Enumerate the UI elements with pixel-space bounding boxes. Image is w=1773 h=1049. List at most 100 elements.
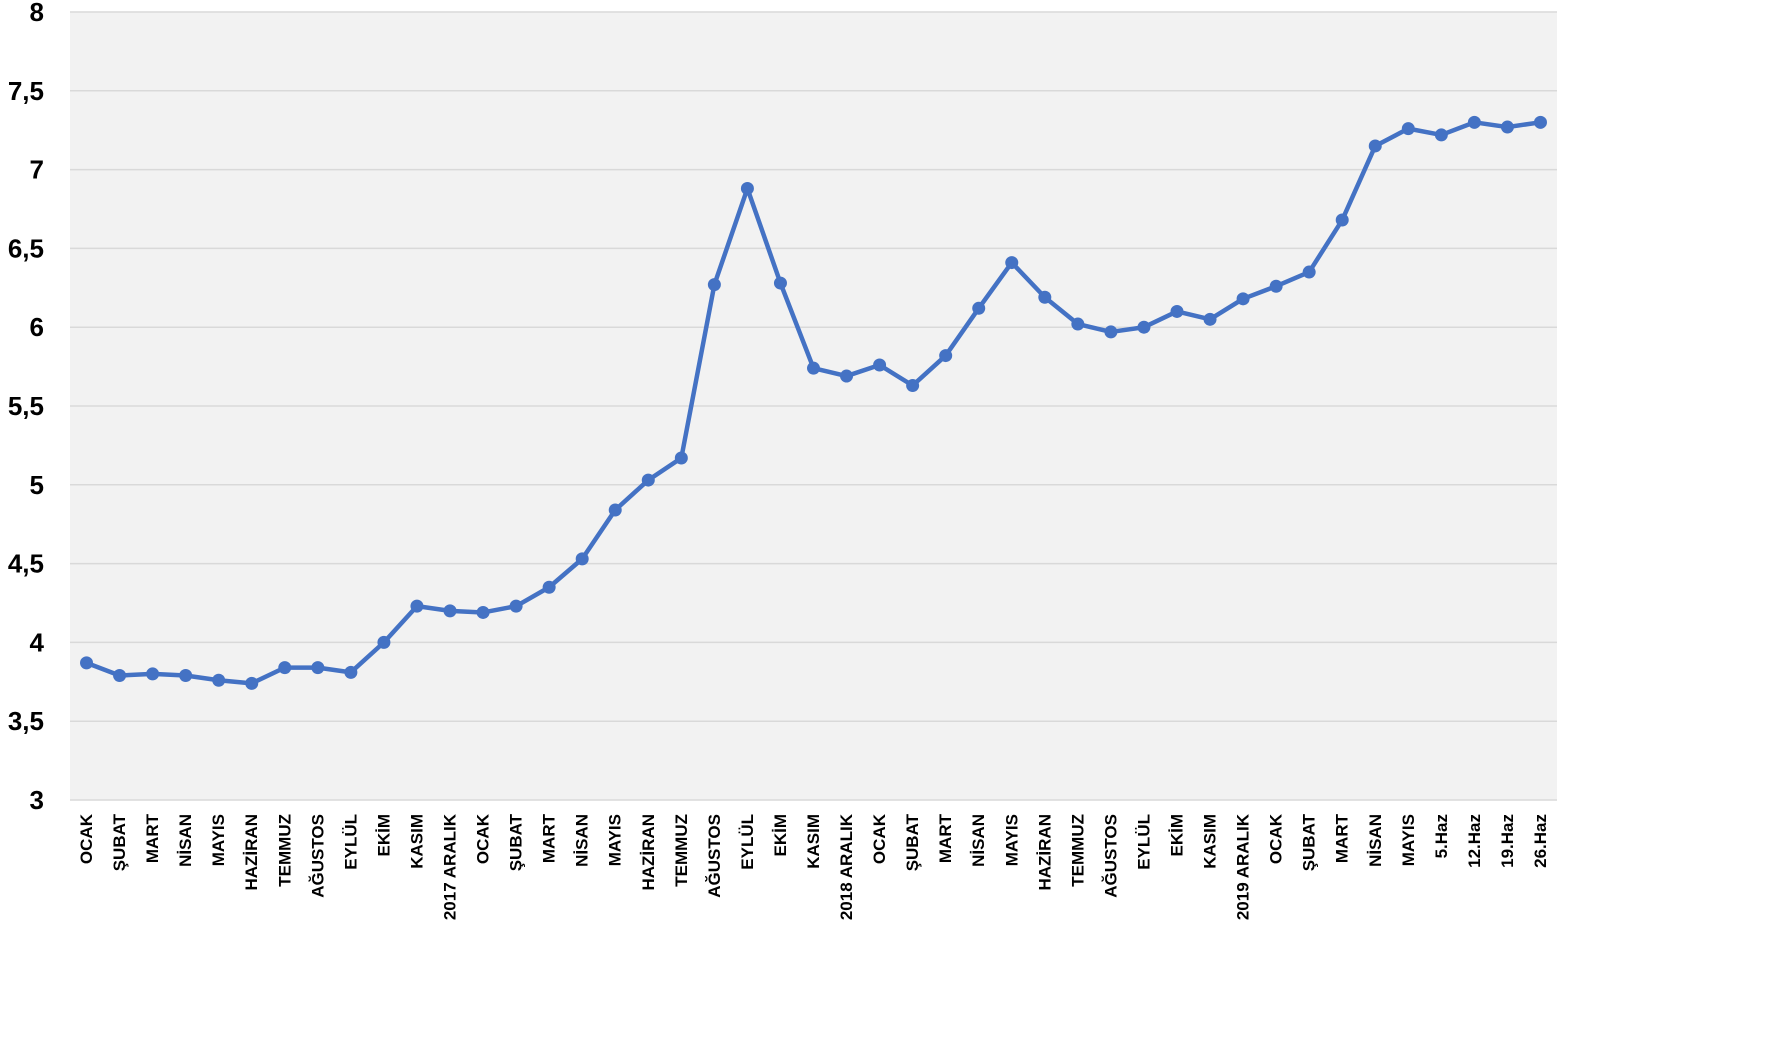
data-point bbox=[476, 605, 490, 619]
data-point bbox=[1236, 292, 1250, 306]
x-tick-label: OCAK bbox=[1267, 813, 1286, 864]
x-tick-label: MAYIS bbox=[606, 814, 625, 866]
x-tick-label: EYLÜL bbox=[341, 814, 360, 870]
x-tick-label: EYLÜL bbox=[738, 814, 757, 870]
data-point bbox=[179, 668, 193, 682]
x-tick-label: TEMMUZ bbox=[275, 814, 294, 887]
data-point bbox=[80, 656, 94, 670]
data-point bbox=[840, 369, 854, 383]
data-point bbox=[1302, 265, 1316, 279]
x-tick-label: NİSAN bbox=[1366, 814, 1385, 867]
data-point bbox=[873, 358, 887, 372]
data-point bbox=[278, 661, 292, 675]
x-tick-label: KASIM bbox=[1201, 814, 1220, 869]
data-point bbox=[707, 278, 721, 292]
y-tick-label: 6,5 bbox=[8, 233, 44, 263]
data-point bbox=[1401, 122, 1415, 136]
data-point bbox=[146, 667, 160, 681]
y-tick-label: 5 bbox=[30, 470, 44, 500]
data-point bbox=[807, 361, 820, 375]
data-point bbox=[1038, 290, 1052, 304]
x-tick-label: EYLÜL bbox=[1134, 814, 1153, 870]
data-point bbox=[509, 599, 523, 613]
data-point bbox=[1005, 256, 1019, 270]
x-tick-label: OCAK bbox=[870, 813, 889, 864]
x-tick-label: TEMMUZ bbox=[1068, 814, 1087, 887]
x-tick-label: EKİM bbox=[374, 814, 393, 857]
data-point bbox=[1434, 128, 1448, 142]
x-tick-label: AĞUSTOS bbox=[1101, 814, 1120, 898]
data-point bbox=[906, 379, 920, 393]
data-point bbox=[1533, 115, 1547, 129]
x-tick-label: KASIM bbox=[407, 814, 426, 869]
x-tick-label: EKİM bbox=[771, 814, 790, 857]
data-point bbox=[1467, 115, 1481, 129]
data-point bbox=[608, 503, 622, 517]
data-point bbox=[245, 676, 259, 690]
data-point bbox=[377, 635, 391, 649]
x-tick-label: 2018 ARALIK bbox=[837, 813, 856, 920]
data-point bbox=[1335, 213, 1349, 227]
data-point bbox=[575, 552, 589, 566]
x-tick-label: NİSAN bbox=[176, 814, 195, 867]
x-tick-label: ŞUBAT bbox=[507, 813, 526, 871]
x-tick-label: NİSAN bbox=[573, 814, 592, 867]
data-point bbox=[972, 301, 986, 315]
x-tick-label: KASIM bbox=[804, 814, 823, 869]
x-tick-label: MART bbox=[1333, 813, 1352, 863]
x-tick-label: OCAK bbox=[474, 813, 493, 864]
data-point bbox=[1203, 312, 1217, 326]
data-point bbox=[212, 673, 226, 687]
x-tick-label: 2019 ARALIK bbox=[1234, 813, 1253, 920]
data-points bbox=[80, 115, 1547, 690]
data-point bbox=[939, 349, 953, 363]
data-point bbox=[1104, 325, 1118, 339]
y-axis-ticks: 3 3,5 4 4,5 5 5,5 6 6,5 7 7,5 8 bbox=[8, 0, 45, 815]
x-tick-label: AĞUSTOS bbox=[705, 814, 724, 898]
x-tick-label: ŞUBAT bbox=[903, 813, 922, 871]
y-tick-label: 3,5 bbox=[8, 706, 44, 736]
x-tick-label: MAYIS bbox=[209, 814, 228, 866]
data-point bbox=[1071, 317, 1085, 331]
x-axis-ticks: OCAK ŞUBAT MART NİSAN MAYIS HAZİRAN TEMMUZ AĞUS… bbox=[77, 813, 1550, 920]
y-tick-label: 4,5 bbox=[8, 549, 44, 579]
data-point bbox=[542, 580, 556, 594]
x-tick-label: HAZİRAN bbox=[242, 814, 261, 891]
x-tick-label: MAYIS bbox=[1399, 814, 1418, 866]
x-tick-label: 19.Haz bbox=[1498, 814, 1517, 868]
x-tick-label: EKİM bbox=[1167, 814, 1186, 857]
data-point bbox=[311, 661, 325, 675]
data-point bbox=[1500, 120, 1514, 134]
x-tick-label: MAYIS bbox=[1002, 814, 1021, 866]
x-tick-label: MART bbox=[936, 813, 955, 863]
y-tick-label: 3 bbox=[30, 785, 44, 815]
x-tick-label: 5.Haz bbox=[1432, 814, 1451, 858]
data-point bbox=[1269, 279, 1283, 293]
x-tick-label: MART bbox=[143, 813, 162, 863]
data-point bbox=[443, 604, 457, 618]
data-point bbox=[773, 276, 787, 290]
x-tick-label: AĞUSTOS bbox=[308, 814, 327, 898]
y-tick-label: 4 bbox=[30, 627, 45, 657]
y-tick-label: 6 bbox=[30, 312, 44, 342]
x-tick-label: TEMMUZ bbox=[672, 814, 691, 887]
y-tick-label: 7 bbox=[30, 155, 44, 185]
x-tick-label: 26.Haz bbox=[1531, 814, 1550, 868]
data-point bbox=[410, 599, 424, 613]
x-tick-label: 2017 ARALIK bbox=[441, 813, 460, 920]
data-point bbox=[1170, 304, 1184, 318]
data-point bbox=[1137, 320, 1151, 334]
x-tick-label: ŞUBAT bbox=[110, 813, 129, 871]
y-tick-label: 5,5 bbox=[8, 391, 44, 421]
x-tick-label: MART bbox=[540, 813, 559, 863]
data-point bbox=[344, 665, 358, 679]
gridlines bbox=[70, 11, 1557, 801]
data-point bbox=[1368, 139, 1382, 153]
data-point bbox=[113, 668, 127, 682]
y-tick-label: 8 bbox=[30, 0, 44, 27]
data-point bbox=[674, 451, 688, 465]
x-tick-label: 12.Haz bbox=[1465, 814, 1484, 868]
x-tick-label: HAZİRAN bbox=[639, 814, 658, 891]
